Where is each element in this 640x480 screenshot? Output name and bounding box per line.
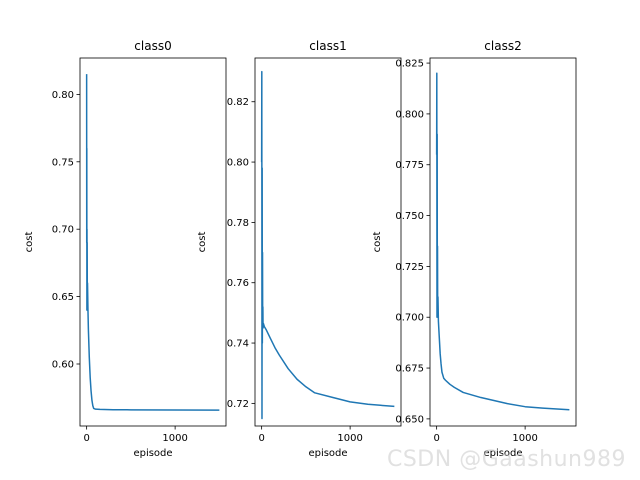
y-tick-label: 0.74 [227,339,249,350]
y-tick-label: 0.82 [227,97,249,108]
y-tick-label: 0.700 [395,313,424,324]
series-line-class0 [85,74,220,411]
y-tick-label: 0.60 [52,359,74,370]
chart-title: class0 [134,39,171,53]
series-line-class2 [435,72,570,411]
x-axis-label: episode [133,448,172,459]
axes-frame [429,57,577,427]
series-line-class1 [260,70,395,420]
chart-title: class1 [309,39,346,53]
y-tick-label: 0.70 [52,225,74,236]
x-tick-label: 0 [258,433,264,444]
y-tick-label: 0.650 [395,414,424,425]
x-axis-label: episode [483,448,522,459]
subplot-class2: 0 1000 0.650 0.675 0.700 0.725 0.750 0.775 0.800… [372,39,577,459]
y-tick-label: 0.80 [227,158,249,169]
x-axis-label: episode [308,448,347,459]
x-tick-label: 0 [83,433,89,444]
y-tick-label: 0.75 [52,157,74,168]
y-tick-label: 0.775 [395,160,424,171]
y-tick-label: 0.725 [395,262,424,273]
y-tick-label: 0.78 [227,218,249,229]
chart-title: class2 [484,39,521,53]
y-tick-label: 0.825 [395,59,424,70]
subplot-class0: 0 1000 0.60 0.65 0.70 0.75 0.80 class0 episode co… [24,39,227,459]
y-tick-label: 0.65 [52,292,74,303]
y-tick-label: 0.675 [395,364,424,375]
axes-frame [254,57,402,427]
x-tick-label: 1000 [337,433,362,444]
watermark-text: CSDN @Gaashun989 [386,447,626,472]
y-tick-label: 0.80 [52,90,74,101]
y-tick-label: 0.750 [395,211,424,222]
y-tick-label: 0.800 [395,109,424,120]
subplot-class1: 0 1000 0.72 0.74 0.76 0.78 0.80 0.82 class1 episo… [197,39,402,459]
axes-frame [79,57,227,427]
y-tick-label: 0.72 [227,399,249,410]
x-tick-label: 1000 [162,433,187,444]
y-axis-label: cost [24,232,35,253]
y-tick-label: 0.76 [227,278,249,289]
x-tick-label: 1000 [512,433,537,444]
y-axis-label: cost [372,232,383,253]
y-axis-label: cost [197,232,208,253]
x-tick-label: 0 [433,433,439,444]
